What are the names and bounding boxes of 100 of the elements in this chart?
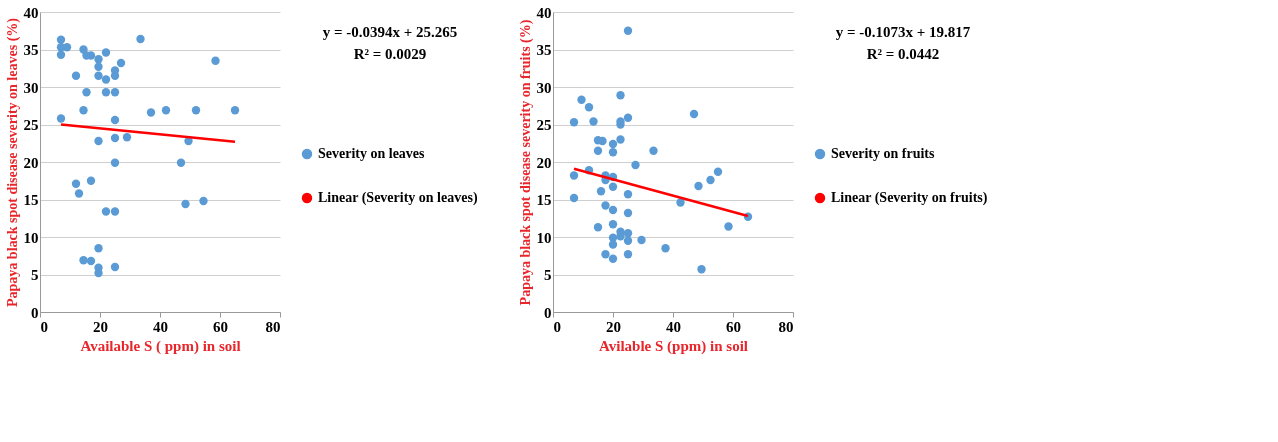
point [623, 236, 633, 245]
text: R² = 0.0442 [866, 46, 940, 62]
point [724, 222, 733, 231]
point [79, 256, 88, 265]
point [661, 244, 670, 253]
point [616, 135, 625, 144]
point [176, 158, 186, 167]
point [593, 223, 603, 232]
x-tick-label: 20 [606, 318, 621, 335]
point [713, 167, 723, 176]
point [116, 58, 126, 68]
point [146, 108, 156, 117]
point [623, 190, 633, 199]
point [623, 250, 633, 259]
point [694, 181, 703, 191]
point [608, 254, 618, 263]
legend-label: Linear (Severity on leaves) [318, 190, 478, 206]
point [211, 56, 220, 65]
y-axis-title: Papaya black spot disease severity on leaves (%) [4, 17, 21, 307]
text: R² = 0.0029 [353, 46, 427, 62]
point [101, 88, 111, 97]
point [608, 182, 618, 191]
point [608, 139, 618, 149]
point [181, 199, 190, 209]
point [608, 205, 618, 215]
point [110, 262, 120, 272]
point [74, 189, 84, 198]
point [623, 229, 633, 238]
point [593, 146, 603, 155]
y-tick-label: 15 [536, 192, 552, 208]
legend-label: Severity on fruits [831, 146, 935, 161]
point [110, 88, 120, 97]
point [71, 179, 81, 188]
point [637, 235, 646, 245]
point [230, 106, 240, 115]
y-tick-label: 30 [536, 79, 552, 96]
point [608, 220, 618, 229]
point [71, 71, 81, 80]
point [79, 106, 88, 115]
point [94, 71, 103, 80]
x-tick-label: 80 [778, 318, 794, 335]
point [122, 133, 132, 142]
point [601, 250, 610, 259]
point [56, 114, 66, 123]
x-tick-label: 40 [153, 318, 168, 335]
point [569, 171, 579, 180]
y-tick-label: 40 [536, 4, 552, 21]
point [596, 187, 606, 196]
point [569, 118, 579, 127]
point [601, 201, 610, 210]
y-tick-label: 25 [536, 117, 552, 133]
y-tick-label: 35 [23, 42, 39, 58]
x-axis-title: Available S ( ppm) in soil [80, 337, 241, 355]
x-tick-label: 60 [213, 318, 228, 335]
point [110, 158, 120, 167]
y-tick-label: 5 [31, 267, 39, 283]
point [616, 91, 625, 100]
point [569, 193, 579, 203]
x-tick-label: 80 [265, 318, 281, 335]
point [94, 55, 103, 64]
legend-label: Severity on leaves [318, 146, 426, 161]
point [623, 26, 633, 35]
point [94, 244, 103, 253]
x-tick-label: 20 [93, 318, 108, 335]
point [649, 146, 658, 155]
point [616, 232, 625, 241]
point [623, 208, 633, 218]
point [608, 240, 618, 249]
point [577, 95, 586, 104]
y-axis-title: Papaya black spot disease severity on fruits (%) [517, 19, 534, 306]
point [689, 109, 699, 119]
point [623, 113, 633, 122]
point [101, 75, 111, 84]
text: y = -0.0394x + 25.265 [322, 24, 458, 40]
y-tick-label: 40 [23, 4, 39, 21]
point [199, 196, 208, 206]
y-tick-label: 10 [536, 229, 552, 246]
y-tick-label: 15 [23, 192, 39, 208]
y-tick-label: 30 [23, 79, 39, 96]
point [706, 175, 715, 185]
x-axis-title: Avilable S (ppm) in soil [599, 337, 748, 355]
x-tick-label: 60 [726, 318, 741, 335]
point [101, 207, 111, 216]
point [94, 136, 103, 146]
point [101, 48, 111, 57]
point [86, 176, 96, 185]
point [56, 50, 66, 59]
point [631, 160, 640, 170]
point [598, 136, 607, 146]
point [589, 117, 598, 126]
legend-label: Linear (Severity on fruits) [831, 190, 988, 206]
point [608, 148, 618, 157]
point [161, 106, 171, 115]
y-tick-label: 0 [31, 304, 39, 321]
point [82, 88, 91, 97]
y-tick-label: 10 [23, 229, 39, 246]
point [94, 62, 103, 71]
y-tick-label: 20 [536, 154, 552, 171]
point [56, 35, 66, 44]
point [191, 106, 201, 115]
